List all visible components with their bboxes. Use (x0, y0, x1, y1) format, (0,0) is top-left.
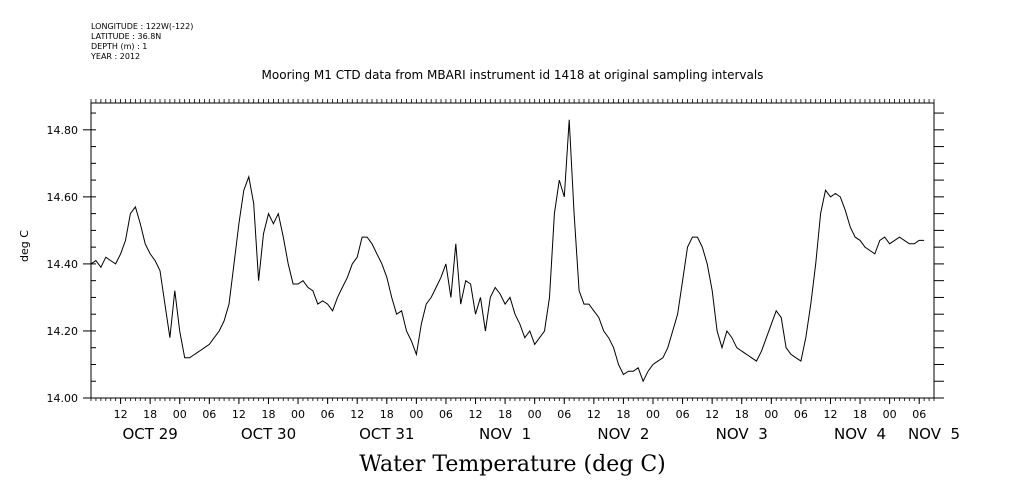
x-hour-label: 00 (409, 408, 423, 421)
x-hour-label: 18 (498, 408, 512, 421)
x-hour-label: 18 (735, 408, 749, 421)
x-hour-label: 06 (676, 408, 690, 421)
x-axis-title: Water Temperature (deg C) (359, 452, 666, 477)
depth-label: DEPTH (m) : 1 (91, 42, 148, 51)
year-label: YEAR : 2012 (91, 52, 141, 61)
x-hour-label: 12 (587, 408, 601, 421)
x-date-label: NOV 5 (908, 425, 960, 443)
x-hour-label: 00 (528, 408, 542, 421)
x-date-label: OCT 30 (241, 425, 296, 443)
x-axis: 12 18 00 06 12 18 00 06 12 18 00 06 12 18 00 06 12 18 00 06… (114, 398, 960, 443)
x-hour-label: 18 (853, 408, 867, 421)
x-hour-label: 00 (173, 408, 187, 421)
x-hour-label: 00 (291, 408, 305, 421)
x-hour-label: 06 (912, 408, 926, 421)
y-tick-label: 14.40 (47, 258, 79, 271)
x-date-label: NOV 2 (597, 425, 649, 443)
y-tick-label: 14.60 (47, 191, 79, 204)
x-hour-label: 18 (380, 408, 394, 421)
y-tick-label: 14.20 (47, 325, 79, 338)
x-hour-label: 00 (764, 408, 778, 421)
x-hour-label: 12 (350, 408, 364, 421)
x-hour-label: 18 (261, 408, 275, 421)
x-hour-label: 00 (646, 408, 660, 421)
x-date-label: NOV 1 (479, 425, 531, 443)
x-hour-label: 12 (705, 408, 719, 421)
x-hour-label: 06 (557, 408, 571, 421)
x-hour-label: 18 (616, 408, 630, 421)
temperature-series-line (90, 119, 925, 383)
x-hour-label: 06 (321, 408, 335, 421)
x-date-label: OCT 29 (123, 425, 178, 443)
x-hour-label: 18 (143, 408, 157, 421)
x-hour-label: 00 (883, 408, 897, 421)
series-layer (90, 119, 925, 383)
x-date-label: NOV 4 (834, 425, 886, 443)
x-hour-label: 12 (232, 408, 246, 421)
x-hour-label: 06 (794, 408, 808, 421)
metadata-block: LONGITUDE : 122W(-122) LATITUDE : 36.8N … (91, 22, 193, 62)
x-hour-label: 06 (439, 408, 453, 421)
x-date-label: OCT 31 (359, 425, 414, 443)
y-axis: 14.00 14.20 14.40 14.60 14.80 (47, 112, 944, 405)
x-hour-label: 12 (823, 408, 837, 421)
x-hour-label: 12 (114, 408, 128, 421)
x-hour-label: 06 (202, 408, 216, 421)
latitude-label: LATITUDE : 36.8N (91, 32, 162, 41)
chart-title: Mooring M1 CTD data from MBARI instrumen… (261, 68, 764, 82)
minor-ticks (90, 99, 935, 401)
x-date-label: NOV 3 (716, 425, 768, 443)
y-tick-label: 14.00 (47, 392, 79, 405)
y-tick-label: 14.80 (47, 124, 79, 137)
plot-frame (90, 102, 935, 399)
x-hour-label: 12 (469, 408, 483, 421)
longitude-label: LONGITUDE : 122W(-122) (91, 22, 194, 31)
